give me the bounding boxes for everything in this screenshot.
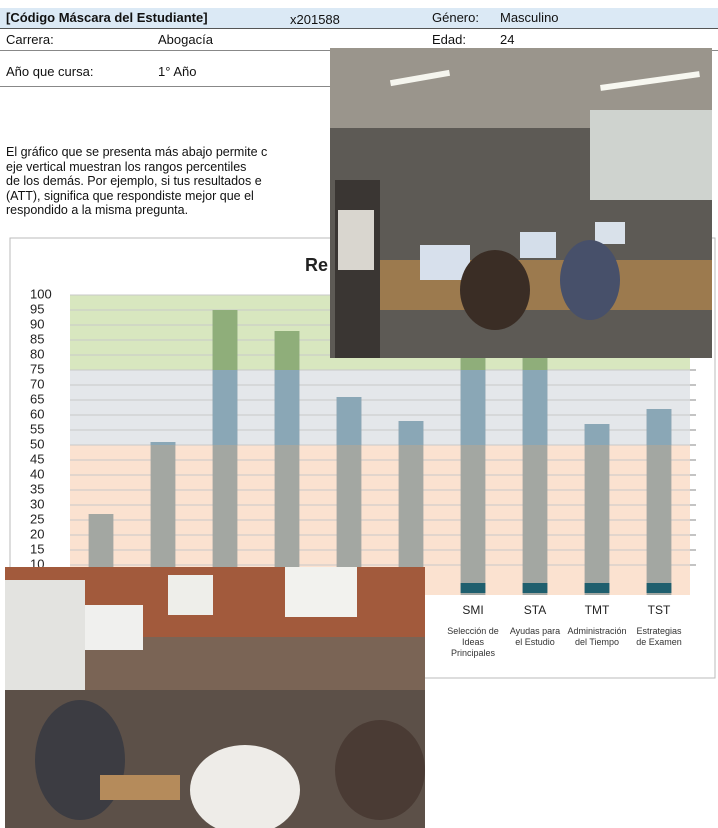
page: {"header": {"code_label": "[Código Másca… <box>0 0 718 828</box>
photo-classroom <box>5 567 425 828</box>
photo-computer-lab <box>330 48 712 358</box>
photos <box>0 0 718 828</box>
